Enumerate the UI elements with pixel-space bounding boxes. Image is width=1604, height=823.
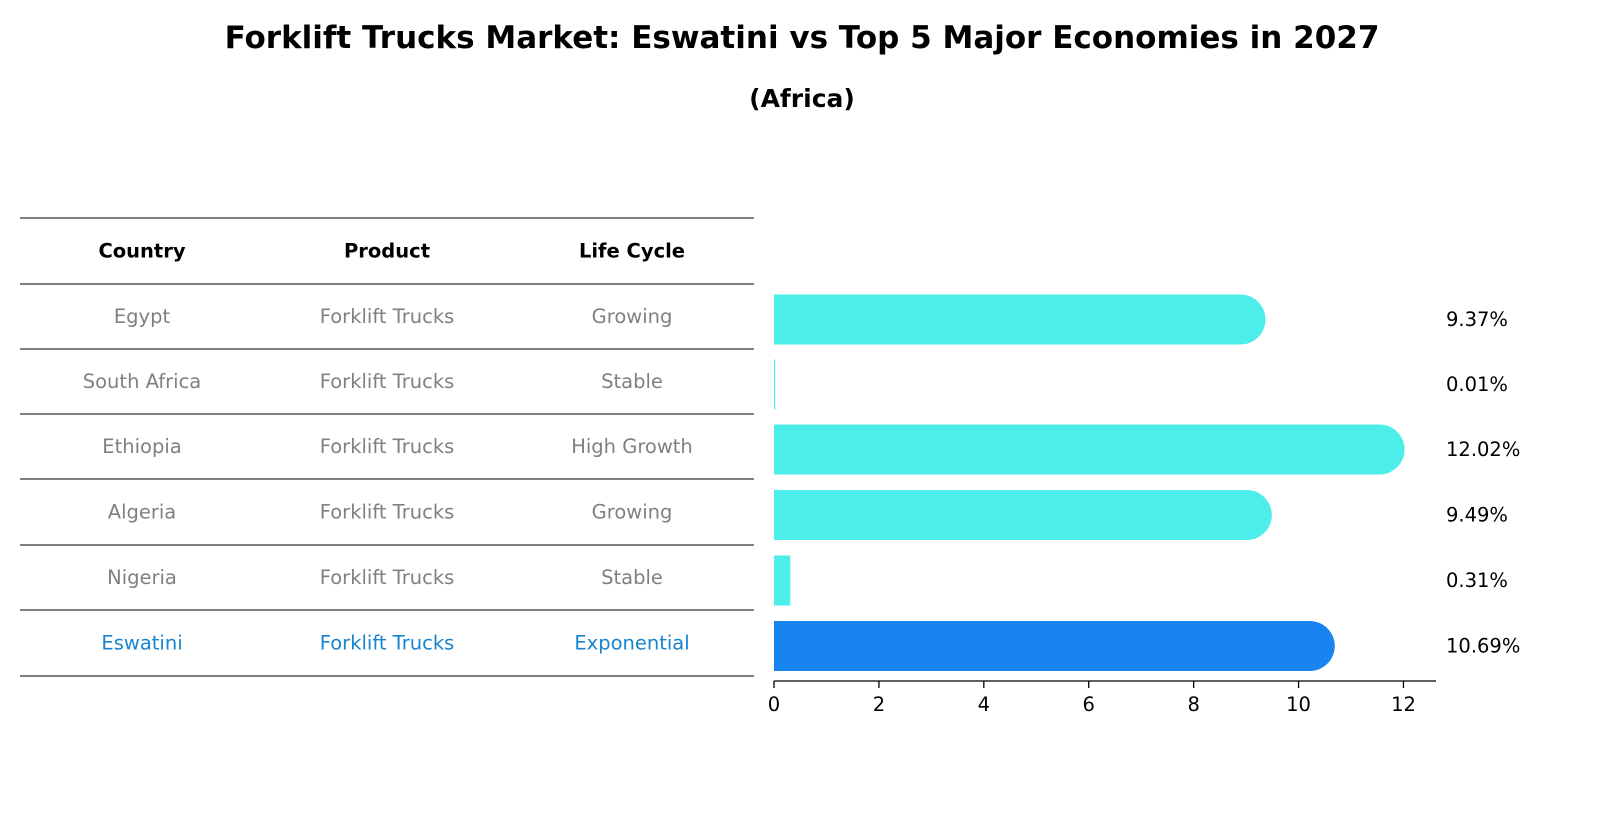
table-cell-life-cycle: Exponential <box>574 632 689 655</box>
table-cell-country: Egypt <box>114 305 171 328</box>
table-header-life-cycle: Life Cycle <box>579 240 685 263</box>
x-tick-label: 4 <box>978 693 990 716</box>
table-cell-life-cycle: Stable <box>601 370 663 393</box>
x-tick-label: 10 <box>1286 693 1311 716</box>
bar-value-label: 0.01% <box>1446 373 1508 396</box>
bar-egypt <box>774 294 1266 345</box>
table-cell-product: Forklift Trucks <box>320 566 455 589</box>
bar-value-label: 12.02% <box>1446 438 1520 461</box>
x-tick-label: 12 <box>1391 693 1416 716</box>
chart-title: Forklift Trucks Market: Eswatini vs Top … <box>224 20 1380 56</box>
x-tick-label: 2 <box>873 693 885 716</box>
table-cell-product: Forklift Trucks <box>320 305 455 328</box>
table-cell-country: Algeria <box>108 501 177 524</box>
table-cell-product: Forklift Trucks <box>320 370 455 393</box>
table-cell-life-cycle: Growing <box>592 305 673 328</box>
table-header-country: Country <box>98 240 185 263</box>
bar-eswatini <box>774 621 1335 671</box>
bar-value-label: 9.49% <box>1446 504 1508 527</box>
bar-nigeria <box>774 555 791 606</box>
table-cell-product: Forklift Trucks <box>320 632 455 655</box>
table-header-product: Product <box>344 240 430 263</box>
table-cell-country: Nigeria <box>107 566 177 589</box>
table-cell-country: South Africa <box>83 370 202 393</box>
data-table: Country Product Life Cycle Egypt Forklift Tr… <box>20 217 754 677</box>
bar-ethiopia <box>774 424 1405 475</box>
bar-value-label: 9.37% <box>1446 308 1508 331</box>
table-cell-country: Ethiopia <box>102 435 181 458</box>
table-cell-life-cycle: High Growth <box>571 435 693 458</box>
table-cell-life-cycle: Stable <box>601 566 663 589</box>
bar-value-label: 10.69% <box>1446 635 1520 658</box>
bar-value-label: 0.31% <box>1446 569 1508 592</box>
bar-algeria <box>774 490 1272 540</box>
bar-south-africa <box>774 359 776 410</box>
x-tick-label: 6 <box>1083 693 1095 716</box>
table-cell-product: Forklift Trucks <box>320 435 455 458</box>
table-cell-product: Forklift Trucks <box>320 501 455 524</box>
x-tick-label: 0 <box>768 693 780 716</box>
bar-plot: 9.37% 0.01% 12.02% 9.49% 0.31% 10.69% <box>774 294 1520 671</box>
chart-subtitle: (Africa) <box>749 84 855 113</box>
x-tick-label: 8 <box>1187 693 1199 716</box>
table-cell-country: Eswatini <box>101 632 182 655</box>
x-axis: 0 2 4 6 8 10 12 <box>768 680 1436 716</box>
table-cell-life-cycle: Growing <box>592 501 673 524</box>
